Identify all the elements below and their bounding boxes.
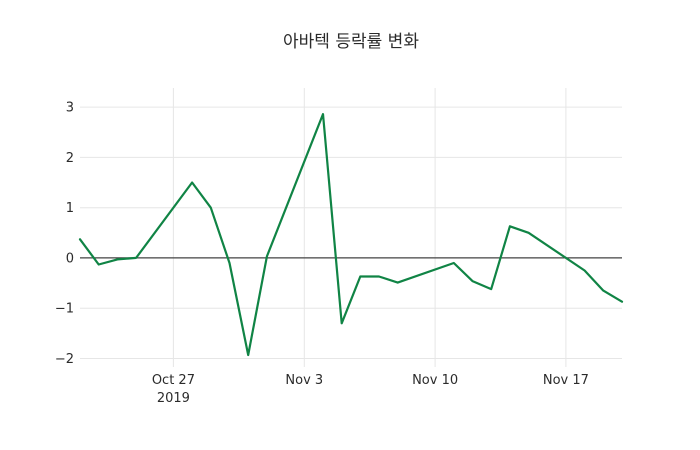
y-tick-label: −1 (55, 302, 74, 317)
x-tick-label: Oct 27 (152, 373, 195, 388)
chart-title: 아바텍 등락률 변화 (283, 32, 419, 52)
y-tick-label: −2 (55, 352, 74, 367)
x-tick-label: Nov 3 (285, 373, 323, 388)
x-tick-label: Nov 10 (412, 373, 458, 388)
price-change-line (78, 113, 624, 357)
y-tick-label: 0 (66, 251, 74, 266)
x-tick-label: Nov 17 (543, 373, 589, 388)
y-tick-label: 2 (66, 151, 74, 166)
y-tick-label: 3 (66, 101, 74, 116)
y-tick-label: 1 (66, 201, 74, 216)
x-tick-sublabel: 2019 (157, 391, 190, 406)
